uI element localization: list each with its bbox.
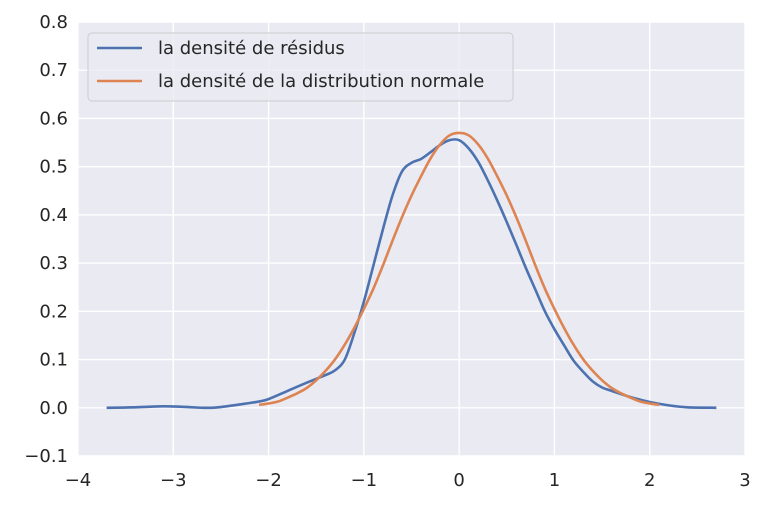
y-tick-label: 0.2: [39, 301, 68, 322]
x-tick-label: 1: [549, 470, 560, 491]
y-tick-label: 0.5: [39, 157, 68, 178]
y-tick-label: −0.1: [24, 446, 68, 467]
y-tick-label: 0.0: [39, 398, 68, 419]
x-tick-label: −2: [255, 470, 282, 491]
y-tick-label: 0.7: [39, 60, 68, 81]
x-tick-label: 3: [739, 470, 750, 491]
y-tick-label: 0.4: [39, 205, 68, 226]
y-tick-label: 0.3: [39, 253, 68, 274]
y-tick-label: 0.8: [39, 12, 68, 33]
legend-label-residus: la densité de résidus: [158, 38, 345, 59]
y-tick-label: 0.1: [39, 350, 68, 371]
x-tick-label: −1: [351, 470, 378, 491]
legend-label-normale: la densité de la distribution normale: [158, 71, 484, 92]
x-tick-label: 0: [453, 470, 464, 491]
x-tick-label: −4: [65, 470, 92, 491]
x-tick-label: −3: [160, 470, 187, 491]
series-line-normale: [258, 131, 660, 407]
legend: la densité de résidus la densité de la d…: [87, 32, 514, 102]
x-tick-label: 2: [644, 470, 655, 491]
series-lines: [106, 131, 717, 410]
legend-box: [87, 32, 514, 102]
y-tick-label: 0.6: [39, 108, 68, 129]
tick-labels: −4 −3 −2 −1 0 1 2 3 −0.1 0.0 0.1 0.2 0.3 0.4 0.5 0.6 0.7…: [24, 12, 750, 491]
series-line-residus: [106, 138, 717, 410]
